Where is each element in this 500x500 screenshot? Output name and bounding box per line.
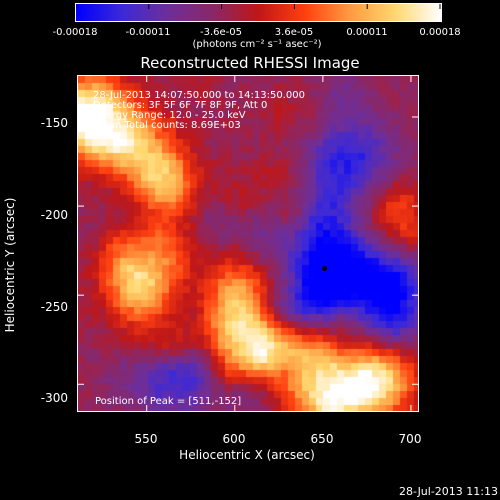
colorbar — [75, 3, 442, 22]
x-tick-label: 650 — [310, 432, 334, 446]
colorbar-tick-label: -0.00011 — [125, 27, 171, 38]
colorbar-tick-label: -0.00018 — [52, 27, 98, 38]
colorbar-units-label: (photons cm⁻² s⁻¹ asec⁻²) — [192, 39, 322, 50]
y-axis-label: Heliocentric Y (arcsec) — [3, 197, 17, 333]
x-axis-label: Heliocentric X (arcsec) — [179, 448, 315, 462]
y-tick-label: -300 — [40, 391, 68, 405]
plot-title: Reconstructed RHESSI Image — [140, 54, 360, 72]
colorbar-tick-label: -3.6e-05 — [200, 27, 242, 38]
colorbar-tick-label: 3.6e-05 — [274, 27, 314, 38]
y-tick-label: -150 — [40, 116, 68, 130]
colorbar-tick-label: 0.00011 — [346, 27, 388, 38]
source-marker — [322, 265, 328, 271]
x-tick-label: 550 — [134, 432, 158, 446]
y-tick-label: -200 — [40, 208, 68, 222]
colorbar-ticks — [76, 4, 441, 9]
annotation-detectors: Detectors: 3F 5F 6F 7F 8F 9F, Att 0 — [93, 100, 268, 111]
plot-overlay — [78, 76, 418, 411]
annotation-clean-counts: Clean Total counts: 8.69E+03 — [93, 120, 241, 131]
peak-position-label: Position of Peak = [511,-152] — [95, 396, 242, 407]
colorbar-tick-label: 0.00018 — [419, 27, 461, 38]
x-tick-label: 600 — [222, 432, 246, 446]
plot-timestamp: 28-Jul-2013 11:13 — [398, 485, 498, 498]
x-tick-label: 700 — [398, 432, 422, 446]
colorbar-gradient — [76, 4, 441, 21]
annotation-time-range: 28-Jul-2013 14:07:50.000 to 14:13:50.000 — [93, 90, 305, 101]
y-tick-label: -250 — [40, 300, 68, 314]
rhessi-image-heatmap — [78, 76, 418, 411]
image-plot-area: 28-Jul-2013 14:07:50.000 to 14:13:50.000… — [77, 75, 419, 412]
annotation-energy-range: Energy Range: 12.0 - 25.0 keV — [93, 110, 246, 121]
